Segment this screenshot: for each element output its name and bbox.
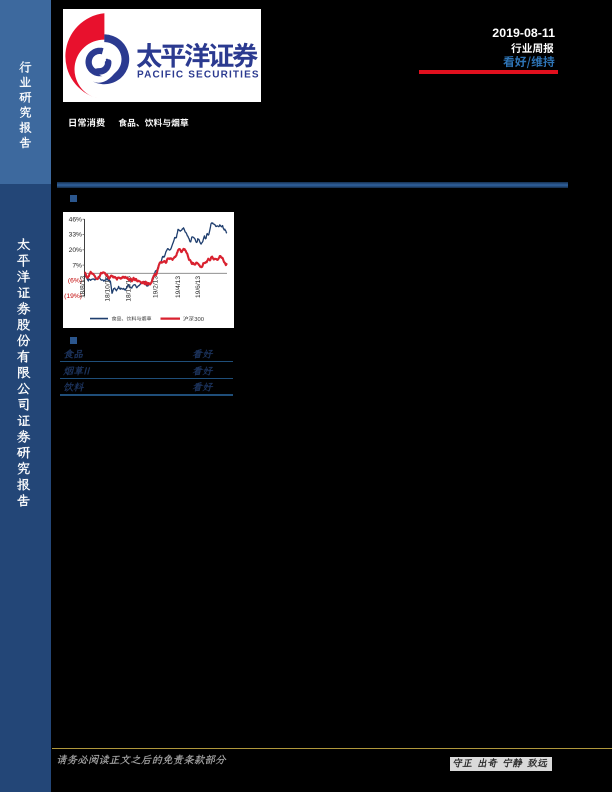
svg-text:18/12/13: 18/12/13 — [126, 276, 133, 302]
svg-text:20%: 20% — [69, 247, 82, 254]
svg-text:18/8/13: 18/8/13 — [80, 276, 87, 298]
svg-text:PACIFIC SECURITIES: PACIFIC SECURITIES — [137, 69, 260, 80]
svg-text:7%: 7% — [72, 262, 82, 269]
svg-text:33%: 33% — [69, 232, 82, 239]
svg-text:18/10/13: 18/10/13 — [104, 276, 111, 302]
svg-text:(19%): (19%) — [64, 293, 82, 300]
svg-text:19/4/13: 19/4/13 — [175, 276, 182, 298]
svg-text:19/2/13: 19/2/13 — [152, 276, 159, 298]
svg-text:300: 300 — [194, 317, 204, 323]
svg-text:46%: 46% — [69, 216, 82, 223]
svg-text:(6%): (6%) — [68, 278, 82, 285]
svg-text:19/6/13: 19/6/13 — [195, 276, 202, 298]
